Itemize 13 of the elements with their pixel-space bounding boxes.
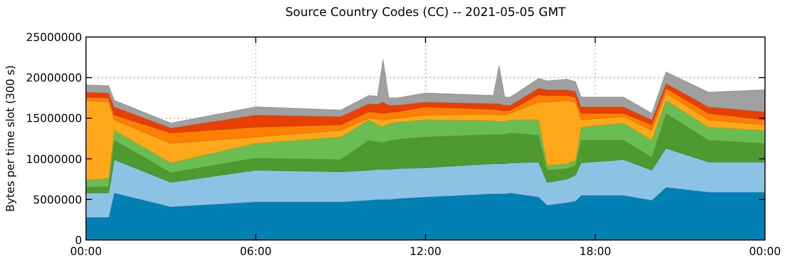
- x-tick-label: 18:00: [579, 245, 612, 258]
- y-tick-label: 15000000: [26, 112, 82, 126]
- y-tick-label: 10000000: [26, 152, 82, 166]
- x-tick-label: 00:00: [749, 245, 781, 258]
- y-tick-label: 0: [75, 234, 82, 247]
- chart-title: Source Country Codes (CC) -- 2021-05-05 GMT: [285, 5, 566, 19]
- y-tick-label: 20000000: [26, 72, 82, 85]
- x-tick-label: 12:00: [410, 245, 442, 258]
- x-tick-label: 00:00: [70, 245, 102, 258]
- x-tick-label: 06:00: [240, 245, 272, 258]
- y-tick-label: 5000000: [33, 193, 82, 206]
- y-axis-title: Bytes per time slot (300 s): [4, 65, 17, 212]
- y-tick-label: 25000000: [26, 31, 82, 44]
